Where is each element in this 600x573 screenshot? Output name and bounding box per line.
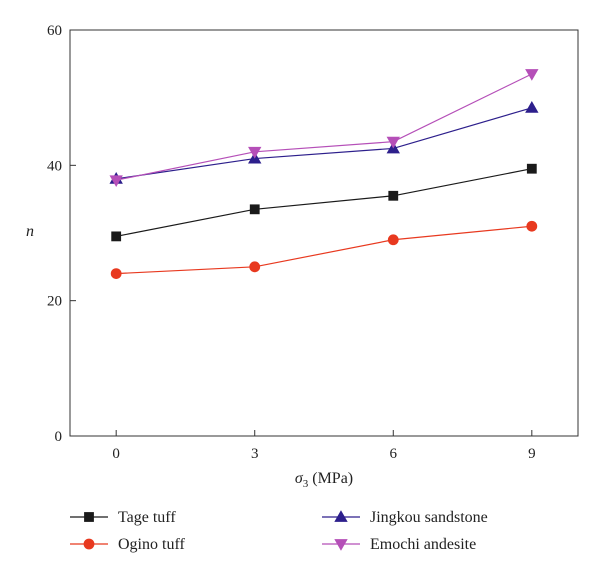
series-line xyxy=(116,73,533,181)
series-tage-tuff xyxy=(111,163,537,242)
legend-marker xyxy=(84,512,94,522)
y-tick-label: 0 xyxy=(55,429,63,445)
data-point xyxy=(248,146,262,159)
x-axis-ticks: 0 3 6 9 xyxy=(112,430,536,462)
legend-label: Ogino tuff xyxy=(118,536,185,553)
data-point xyxy=(526,220,538,232)
y-axis-ticks: 0 20 40 60 xyxy=(47,23,76,445)
x-tick-label: 3 xyxy=(251,446,259,462)
legend: Tage tuff Ogino tuff Jingkou sandstone Emoc… xyxy=(70,509,488,553)
legend-marker xyxy=(334,539,348,551)
x-tick-label: 0 xyxy=(112,446,120,462)
data-point xyxy=(525,101,539,113)
data-point xyxy=(110,268,122,280)
data-point xyxy=(386,136,400,149)
x-tick-label: 6 xyxy=(390,446,398,462)
series-ogino-tuff xyxy=(110,220,538,280)
series-emochi-andesite xyxy=(109,69,539,188)
legend-marker xyxy=(83,538,95,550)
series-jingkou-sandstone xyxy=(109,101,539,184)
legend-marker xyxy=(334,510,348,522)
data-point xyxy=(109,175,123,188)
legend-label: Jingkou sandstone xyxy=(370,509,488,526)
x-tick-label: 9 xyxy=(528,446,536,462)
x-axis-label: σ3 (MPa) xyxy=(295,470,353,490)
data-point xyxy=(249,261,261,273)
data-point xyxy=(526,163,537,174)
data-point xyxy=(387,234,399,246)
y-tick-label: 20 xyxy=(47,294,62,310)
data-point xyxy=(525,69,539,81)
y-tick-label: 40 xyxy=(47,158,62,174)
legend-label: Tage tuff xyxy=(118,509,176,526)
data-point xyxy=(388,190,399,201)
series-line xyxy=(116,225,532,275)
legend-item: Tage tuff xyxy=(70,509,176,526)
series-line xyxy=(116,107,532,180)
legend-label: Emochi andesite xyxy=(370,536,476,553)
y-tick-label: 60 xyxy=(47,23,62,39)
y-axis-label: n xyxy=(26,223,34,240)
series-layer xyxy=(109,69,539,280)
plot-frame xyxy=(69,29,579,437)
legend-item: Ogino tuff xyxy=(70,536,185,553)
legend-item: Emochi andesite xyxy=(322,536,476,553)
data-point xyxy=(249,204,260,215)
series-line xyxy=(116,168,532,237)
data-point xyxy=(111,231,122,242)
legend-item: Jingkou sandstone xyxy=(322,509,488,526)
